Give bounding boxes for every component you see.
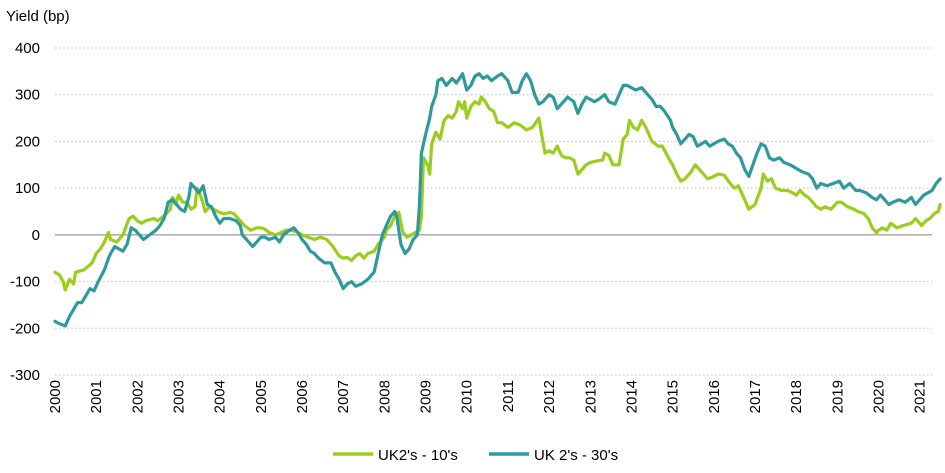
y-axis-title: Yield (bp) — [6, 8, 70, 25]
y-tick-label: 200 — [15, 133, 40, 150]
x-tick-label: 2006 — [294, 380, 311, 413]
y-tick-label: 300 — [15, 87, 40, 104]
x-tick-label: 2015 — [665, 380, 682, 413]
x-tick-label: 2005 — [253, 380, 270, 413]
series-lines — [53, 72, 942, 328]
gridlines — [55, 47, 932, 376]
x-tick-label: 2012 — [541, 380, 558, 413]
y-tick-label: 0 — [32, 227, 40, 244]
x-tick-label: 2003 — [171, 380, 188, 413]
x-tick-label: 2013 — [582, 380, 599, 413]
x-tick-label: 2018 — [788, 380, 805, 413]
x-tick-label: 2007 — [335, 380, 352, 413]
y-tick-label: -200 — [10, 320, 40, 337]
x-tick-label: 2014 — [623, 380, 640, 413]
y-tick-labels: 400 300 200 100 0 -100 -200 -300 — [10, 40, 40, 384]
x-tick-label: 2017 — [747, 380, 764, 413]
x-tick-label: 2002 — [129, 380, 146, 413]
legend: UK2's - 10's UK 2's - 30's — [333, 447, 618, 464]
x-tick-label: 2010 — [459, 380, 476, 413]
x-tick-label: 2009 — [418, 380, 435, 413]
y-tick-label: 400 — [15, 40, 40, 57]
legend-label-0: UK2's - 10's — [378, 447, 458, 464]
x-tick-label: 2011 — [500, 380, 517, 412]
x-tick-label: 2000 — [47, 380, 64, 413]
legend-label-1: UK 2's - 30's — [534, 447, 618, 464]
x-tick-label: 2016 — [706, 380, 723, 413]
x-tick-label: 2020 — [870, 380, 887, 413]
x-tick-label: 2001 — [88, 380, 105, 413]
x-tick-label: 2008 — [376, 380, 393, 413]
series-line-1 — [53, 72, 942, 328]
y-tick-label: -300 — [10, 367, 40, 384]
x-tick-label: 2004 — [212, 380, 229, 413]
series-line-0 — [53, 95, 942, 292]
x-tick-labels: 2000 2001 2002 2003 2004 2005 2006 2007 2008 2009… — [47, 380, 929, 413]
x-tick-label: 2021 — [912, 380, 929, 413]
y-tick-label: 100 — [15, 180, 40, 197]
x-tick-label: 2019 — [829, 380, 846, 413]
y-tick-label: -100 — [10, 274, 40, 291]
